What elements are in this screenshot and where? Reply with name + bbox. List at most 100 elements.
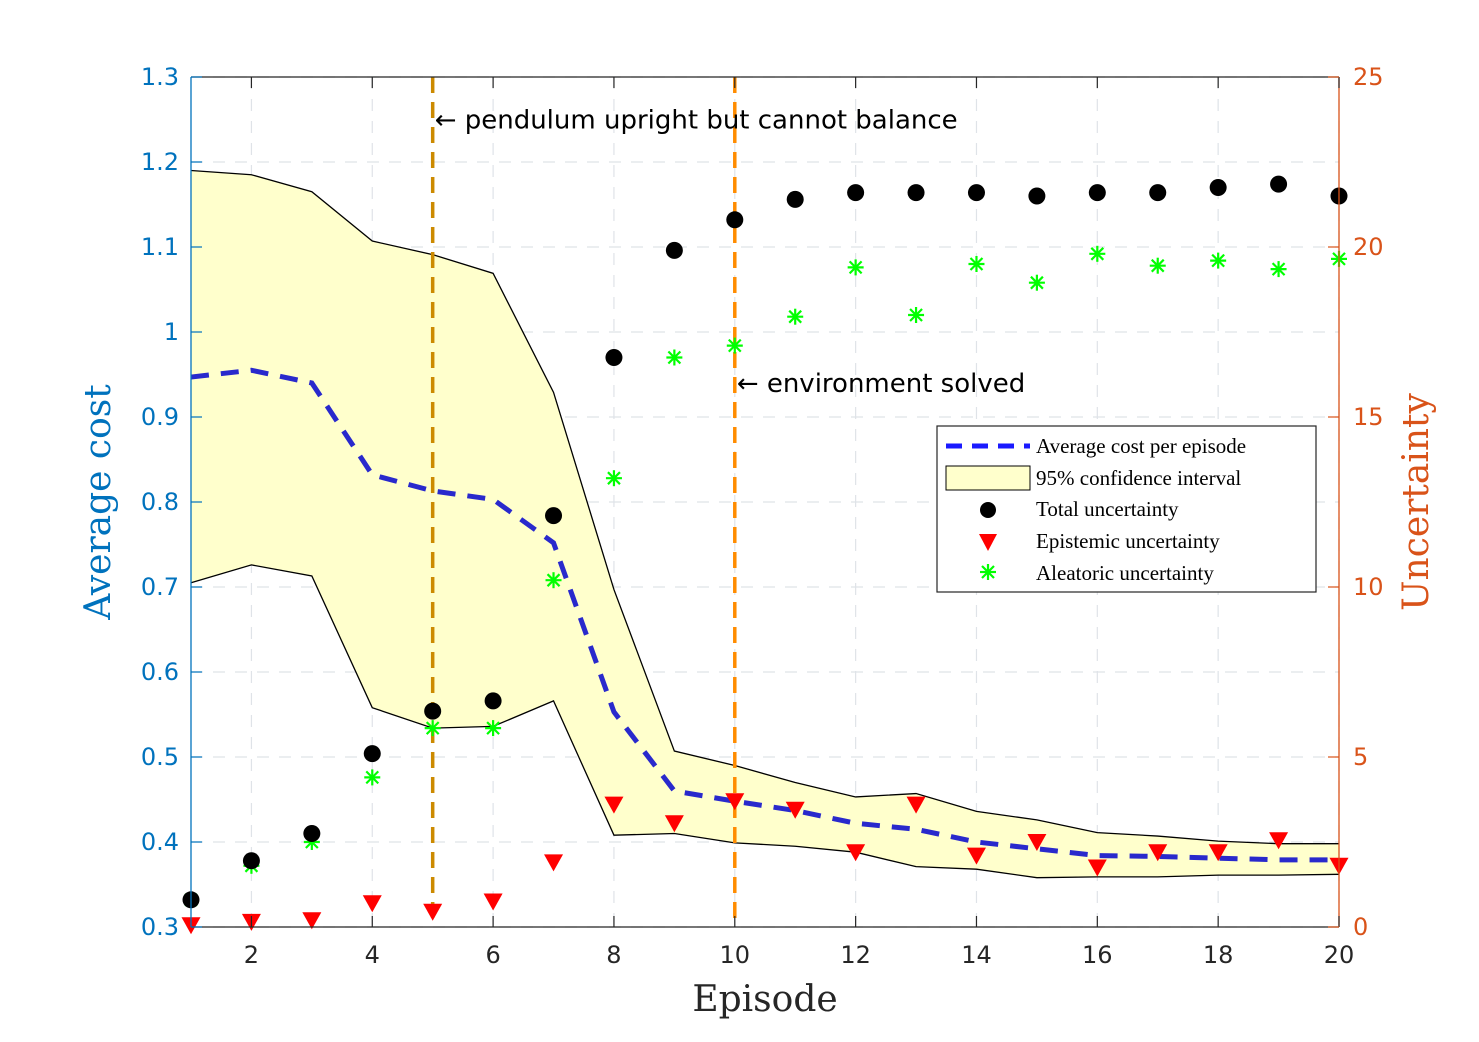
- aleatoric-point: [545, 572, 562, 589]
- legend-mean-label: Average cost per episode: [1036, 434, 1246, 458]
- y-left-tick-label: 0.9: [141, 403, 179, 431]
- epistemic-point: [725, 793, 745, 811]
- mean-cost-line: [190, 367, 1339, 863]
- aleatoric-stroke: [1090, 247, 1105, 261]
- y-left-tick-label: 0.8: [141, 488, 179, 516]
- ci-lower-edge: [190, 564, 1340, 879]
- aleatoric-stroke: [1211, 253, 1225, 268]
- y-right-tick-label: 25: [1353, 63, 1384, 91]
- x-tick-label: 10: [720, 941, 751, 969]
- y-left-tick-label: 0.7: [141, 573, 179, 601]
- y-left-tick-label: 0.3: [141, 913, 179, 941]
- annotations: ← pendulum upright but cannot balance ← e…: [435, 106, 1026, 400]
- aleatoric-point: [1149, 257, 1166, 274]
- x-tick-label: 4: [365, 941, 380, 969]
- total-point: [545, 507, 563, 525]
- epistemic-point: [1148, 844, 1168, 862]
- epistemic-point: [423, 903, 443, 921]
- total-point: [605, 349, 623, 366]
- legend-aleatoric-swatch: [980, 564, 996, 580]
- epistemic-point: [604, 796, 624, 814]
- y-axis-right-label: Uncertainty: [1396, 393, 1437, 611]
- aleatoric-point: [485, 720, 502, 737]
- epistemic-point: [1208, 844, 1228, 862]
- y-right-tick-label: 5: [1353, 743, 1368, 771]
- total-point: [907, 184, 925, 202]
- epistemic-point: [1027, 834, 1047, 851]
- aleatoric-stroke: [848, 260, 863, 275]
- annotation-text: ← environment solved: [737, 369, 1025, 399]
- aleatoric-point: [968, 256, 985, 272]
- epistemic-point: [664, 815, 684, 833]
- x-tick-label: 20: [1324, 941, 1355, 969]
- aleatoric-stroke: [969, 257, 984, 271]
- aleatoric-stroke: [546, 573, 561, 587]
- total-point: [1149, 184, 1167, 202]
- total-point: [242, 852, 260, 870]
- total-point: [1088, 184, 1106, 202]
- y-left-tick-label: 1: [164, 318, 179, 346]
- y-left-tick-label: 1.1: [141, 233, 179, 261]
- aleatoric-stroke: [728, 338, 742, 353]
- legend-epistemic-label: Epistemic uncertainty: [1036, 529, 1220, 553]
- aleatoric-stroke: [1030, 275, 1044, 290]
- total-point: [967, 184, 985, 202]
- x-tick-label: 2: [244, 941, 259, 969]
- x-tick-label: 12: [840, 941, 871, 969]
- mean-cost-polyline: [190, 367, 1339, 863]
- annotation-text: ← pendulum upright but cannot balance: [435, 106, 958, 136]
- total-point: [847, 184, 865, 202]
- aleatoric-point: [1270, 261, 1287, 278]
- aleatoric-point: [787, 308, 804, 325]
- epistemic-point: [544, 854, 564, 872]
- epistemic-point: [846, 844, 866, 862]
- total-point: [665, 241, 683, 259]
- x-tick-label: 16: [1082, 941, 1113, 969]
- y-left-tick-label: 0.6: [141, 658, 179, 686]
- legend-total-swatch: [980, 502, 996, 518]
- epistemic-point: [906, 796, 926, 814]
- legend-ci-swatch: [945, 465, 1031, 491]
- uncertainty-markers: [181, 175, 1349, 935]
- y-right-tick-label: 10: [1353, 573, 1384, 601]
- y-right-tick-label: 15: [1353, 403, 1384, 431]
- aleatoric-point: [364, 769, 381, 786]
- aleatoric-point: [424, 720, 441, 737]
- aleatoric-stroke: [425, 721, 440, 735]
- tick-labels: 2 4 6 8 10 12 14 16 18 20 0.3 0.4 0.5 0.6 0.7 0.8 0.9 1 1.…: [141, 63, 1384, 969]
- total-point: [303, 825, 321, 842]
- epistemic-point: [1087, 859, 1107, 877]
- legend-epistemic-swatch: [979, 534, 997, 551]
- y-right-tick-label: 20: [1353, 233, 1384, 261]
- vertical-markers: [430, 77, 737, 927]
- y-left-tick-label: 1.3: [141, 63, 179, 91]
- epistemic-point: [483, 893, 503, 911]
- aleatoric-stroke: [909, 308, 923, 322]
- aleatoric-stroke: [788, 309, 802, 324]
- epistemic-point: [302, 912, 322, 930]
- y-left-tick-label: 0.5: [141, 743, 179, 771]
- aleatoric-point: [726, 337, 743, 354]
- aleatoric-stroke: [1150, 258, 1165, 273]
- legend-ci-label: 95% confidence interval: [1036, 466, 1241, 490]
- aleatoric-point: [605, 470, 622, 487]
- aleatoric-stroke: [667, 350, 682, 365]
- epistemic-point: [785, 801, 805, 819]
- aleatoric-stroke: [365, 770, 380, 785]
- total-point: [786, 190, 804, 208]
- aleatoric-stroke: [607, 471, 621, 485]
- aleatoric-point: [1028, 274, 1045, 291]
- aleatoric-point: [847, 259, 864, 276]
- epistemic-point: [1269, 832, 1289, 850]
- legend-total-label: Total uncertainty: [1036, 497, 1179, 521]
- epistemic-point: [966, 847, 986, 865]
- epistemic-point: [362, 895, 382, 913]
- aleatoric-stroke: [486, 721, 500, 735]
- y-right-tick-label: 0: [1353, 913, 1368, 941]
- confidence-band: [190, 169, 1340, 879]
- ci-upper-edge: [190, 169, 1339, 845]
- aleatoric-point: [908, 307, 925, 323]
- legend: Average cost per episode 95% confidence …: [936, 425, 1317, 593]
- y-axis-left-label: Average cost: [78, 384, 119, 621]
